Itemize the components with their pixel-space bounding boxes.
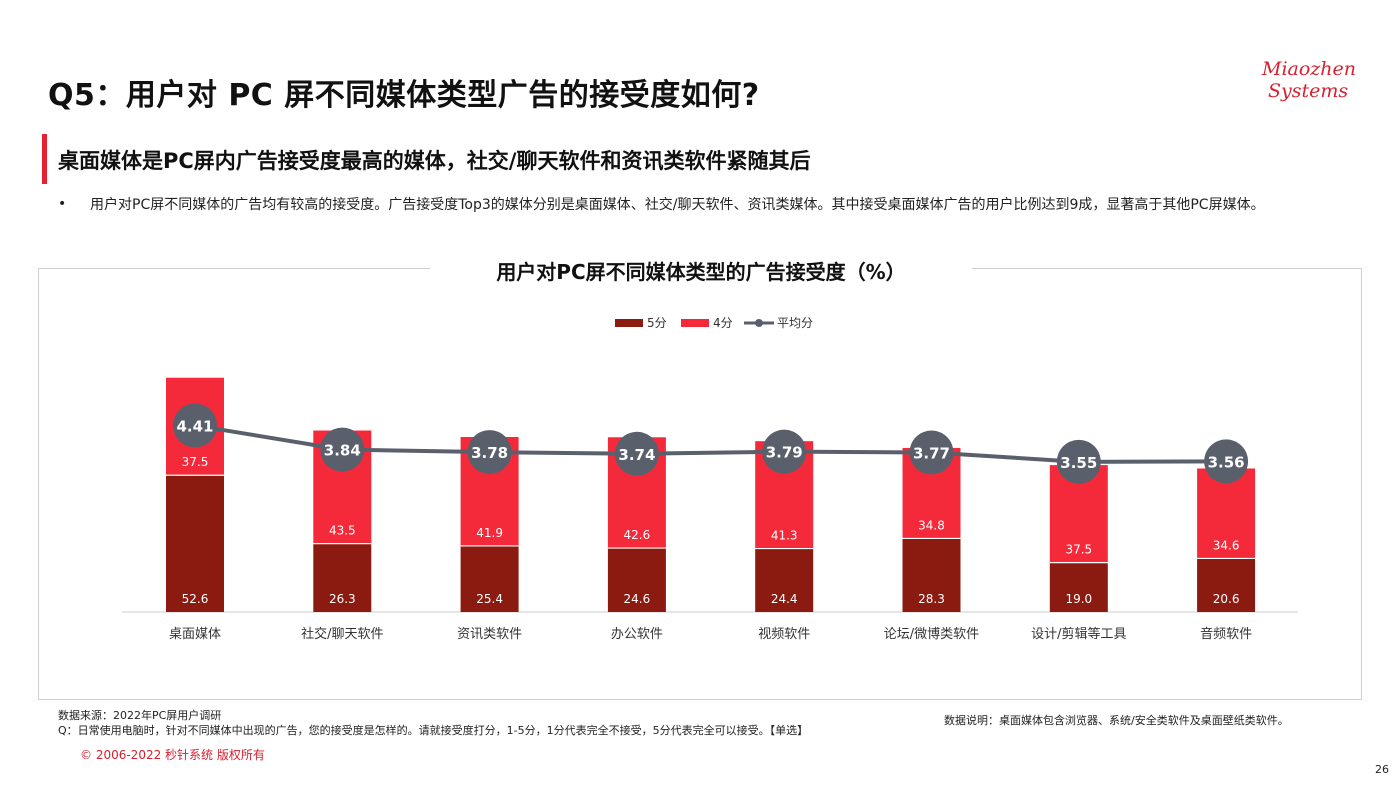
- average-score-point: [1056, 439, 1101, 484]
- data-label-4fen: 43.5: [329, 524, 356, 538]
- source-line-1: 数据来源：2022年PC屏用户调研: [58, 709, 222, 722]
- average-score-label: 4.41: [176, 417, 213, 435]
- logo-line-1: Miaozhen: [1262, 58, 1357, 80]
- data-label-5fen: 28.3: [918, 592, 945, 606]
- subtitle-accent-bar: [42, 134, 47, 184]
- category-label: 音频软件: [1200, 626, 1252, 642]
- legend-marker-average: [755, 319, 763, 327]
- data-label-4fen: 37.5: [1065, 543, 1092, 557]
- summary-bullet: 用户对PC屏不同媒体的广告均有较高的接受度。广告接受度Top3的媒体分别是桌面媒…: [90, 197, 1265, 213]
- chart-title: 用户对PC屏不同媒体类型的广告接受度（%）: [496, 260, 906, 284]
- legend-swatch-4fen: [681, 319, 709, 327]
- average-score-label: 3.78: [471, 444, 508, 462]
- category-label: 社交/聊天软件: [301, 626, 383, 642]
- average-score-point: [173, 403, 217, 448]
- category-label: 论坛/微博类软件: [884, 627, 979, 642]
- data-label-4fen: 34.8: [918, 518, 945, 532]
- average-score-label: 3.55: [1060, 454, 1097, 472]
- legend-label-average: 平均分: [777, 316, 813, 330]
- data-label-5fen: 24.4: [771, 592, 798, 606]
- data-label-5fen: 24.6: [624, 592, 651, 606]
- category-label: 视频软件: [758, 627, 810, 642]
- bar-5fen: [755, 548, 814, 612]
- average-score-point: [467, 430, 512, 475]
- category-label: 设计/剪辑等工具: [1031, 626, 1126, 642]
- bar-4fen: [1197, 468, 1256, 559]
- average-score-point: [762, 429, 807, 474]
- data-label-5fen: 25.4: [476, 592, 503, 606]
- bar-5fen: [460, 545, 519, 612]
- section-subtitle: 桌面媒体是PC屏内广告接受度最高的媒体，社交/聊天软件和资讯类软件紧随其后: [58, 149, 811, 173]
- data-label-4fen: 37.5: [182, 455, 209, 469]
- chart-title-background: [430, 252, 972, 288]
- copyright: © 2006-2022 秒针系统 版权所有: [80, 748, 265, 762]
- legend-label-5fen: 5分: [647, 316, 667, 330]
- legend-label-4fen: 4分: [713, 316, 733, 330]
- data-label-5fen: 52.6: [182, 592, 209, 606]
- category-label: 办公软件: [611, 627, 663, 642]
- bar-5fen: [166, 475, 224, 612]
- bar-5fen: [607, 548, 666, 612]
- bullet-marker: •: [58, 196, 67, 212]
- average-score-label: 3.56: [1208, 453, 1245, 471]
- bar-5fen: [1197, 558, 1256, 612]
- average-score-label: 3.77: [913, 445, 950, 463]
- average-score-point: [909, 430, 954, 475]
- data-label-4fen: 42.6: [624, 528, 651, 542]
- source-line-2: Q：日常使用电脑时，针对不同媒体中出现的广告，您的接受度是怎样的。请就接受度打分…: [58, 724, 809, 737]
- bar-5fen: [313, 543, 372, 612]
- data-label-4fen: 34.6: [1213, 538, 1240, 552]
- average-score-label: 3.74: [618, 446, 655, 464]
- bar-5fen: [1049, 562, 1108, 612]
- miaozhen-logo: Miaozhen Systems: [1262, 58, 1357, 102]
- page-title: Q5：用户对 PC 屏不同媒体类型广告的接受度如何?: [48, 78, 760, 113]
- legend-swatch-5fen: [615, 319, 643, 327]
- average-score-point: [320, 427, 365, 472]
- bar-5fen: [902, 538, 961, 612]
- data-label-5fen: 20.6: [1213, 592, 1240, 606]
- average-score-point: [614, 431, 659, 476]
- data-note: 数据说明：桌面媒体包含浏览器、系统/安全类软件及桌面壁纸类软件。: [944, 714, 1289, 727]
- average-score-point: [1204, 439, 1249, 484]
- data-source: 数据来源：2022年PC屏用户调研 Q：日常使用电脑时，针对不同媒体中出现的广告…: [58, 708, 808, 738]
- data-label-5fen: 19.0: [1065, 592, 1092, 606]
- category-label: 桌面媒体: [169, 627, 221, 642]
- page-number: 26: [1375, 763, 1389, 776]
- average-score-label: 3.79: [766, 444, 803, 462]
- logo-line-2: Systems: [1268, 80, 1349, 102]
- data-label-5fen: 26.3: [329, 592, 356, 606]
- average-score-line: [194, 423, 1227, 464]
- data-label-4fen: 41.9: [476, 526, 503, 540]
- average-score-label: 3.84: [324, 442, 361, 460]
- data-label-4fen: 41.3: [771, 529, 798, 543]
- category-label: 资讯类软件: [457, 627, 522, 642]
